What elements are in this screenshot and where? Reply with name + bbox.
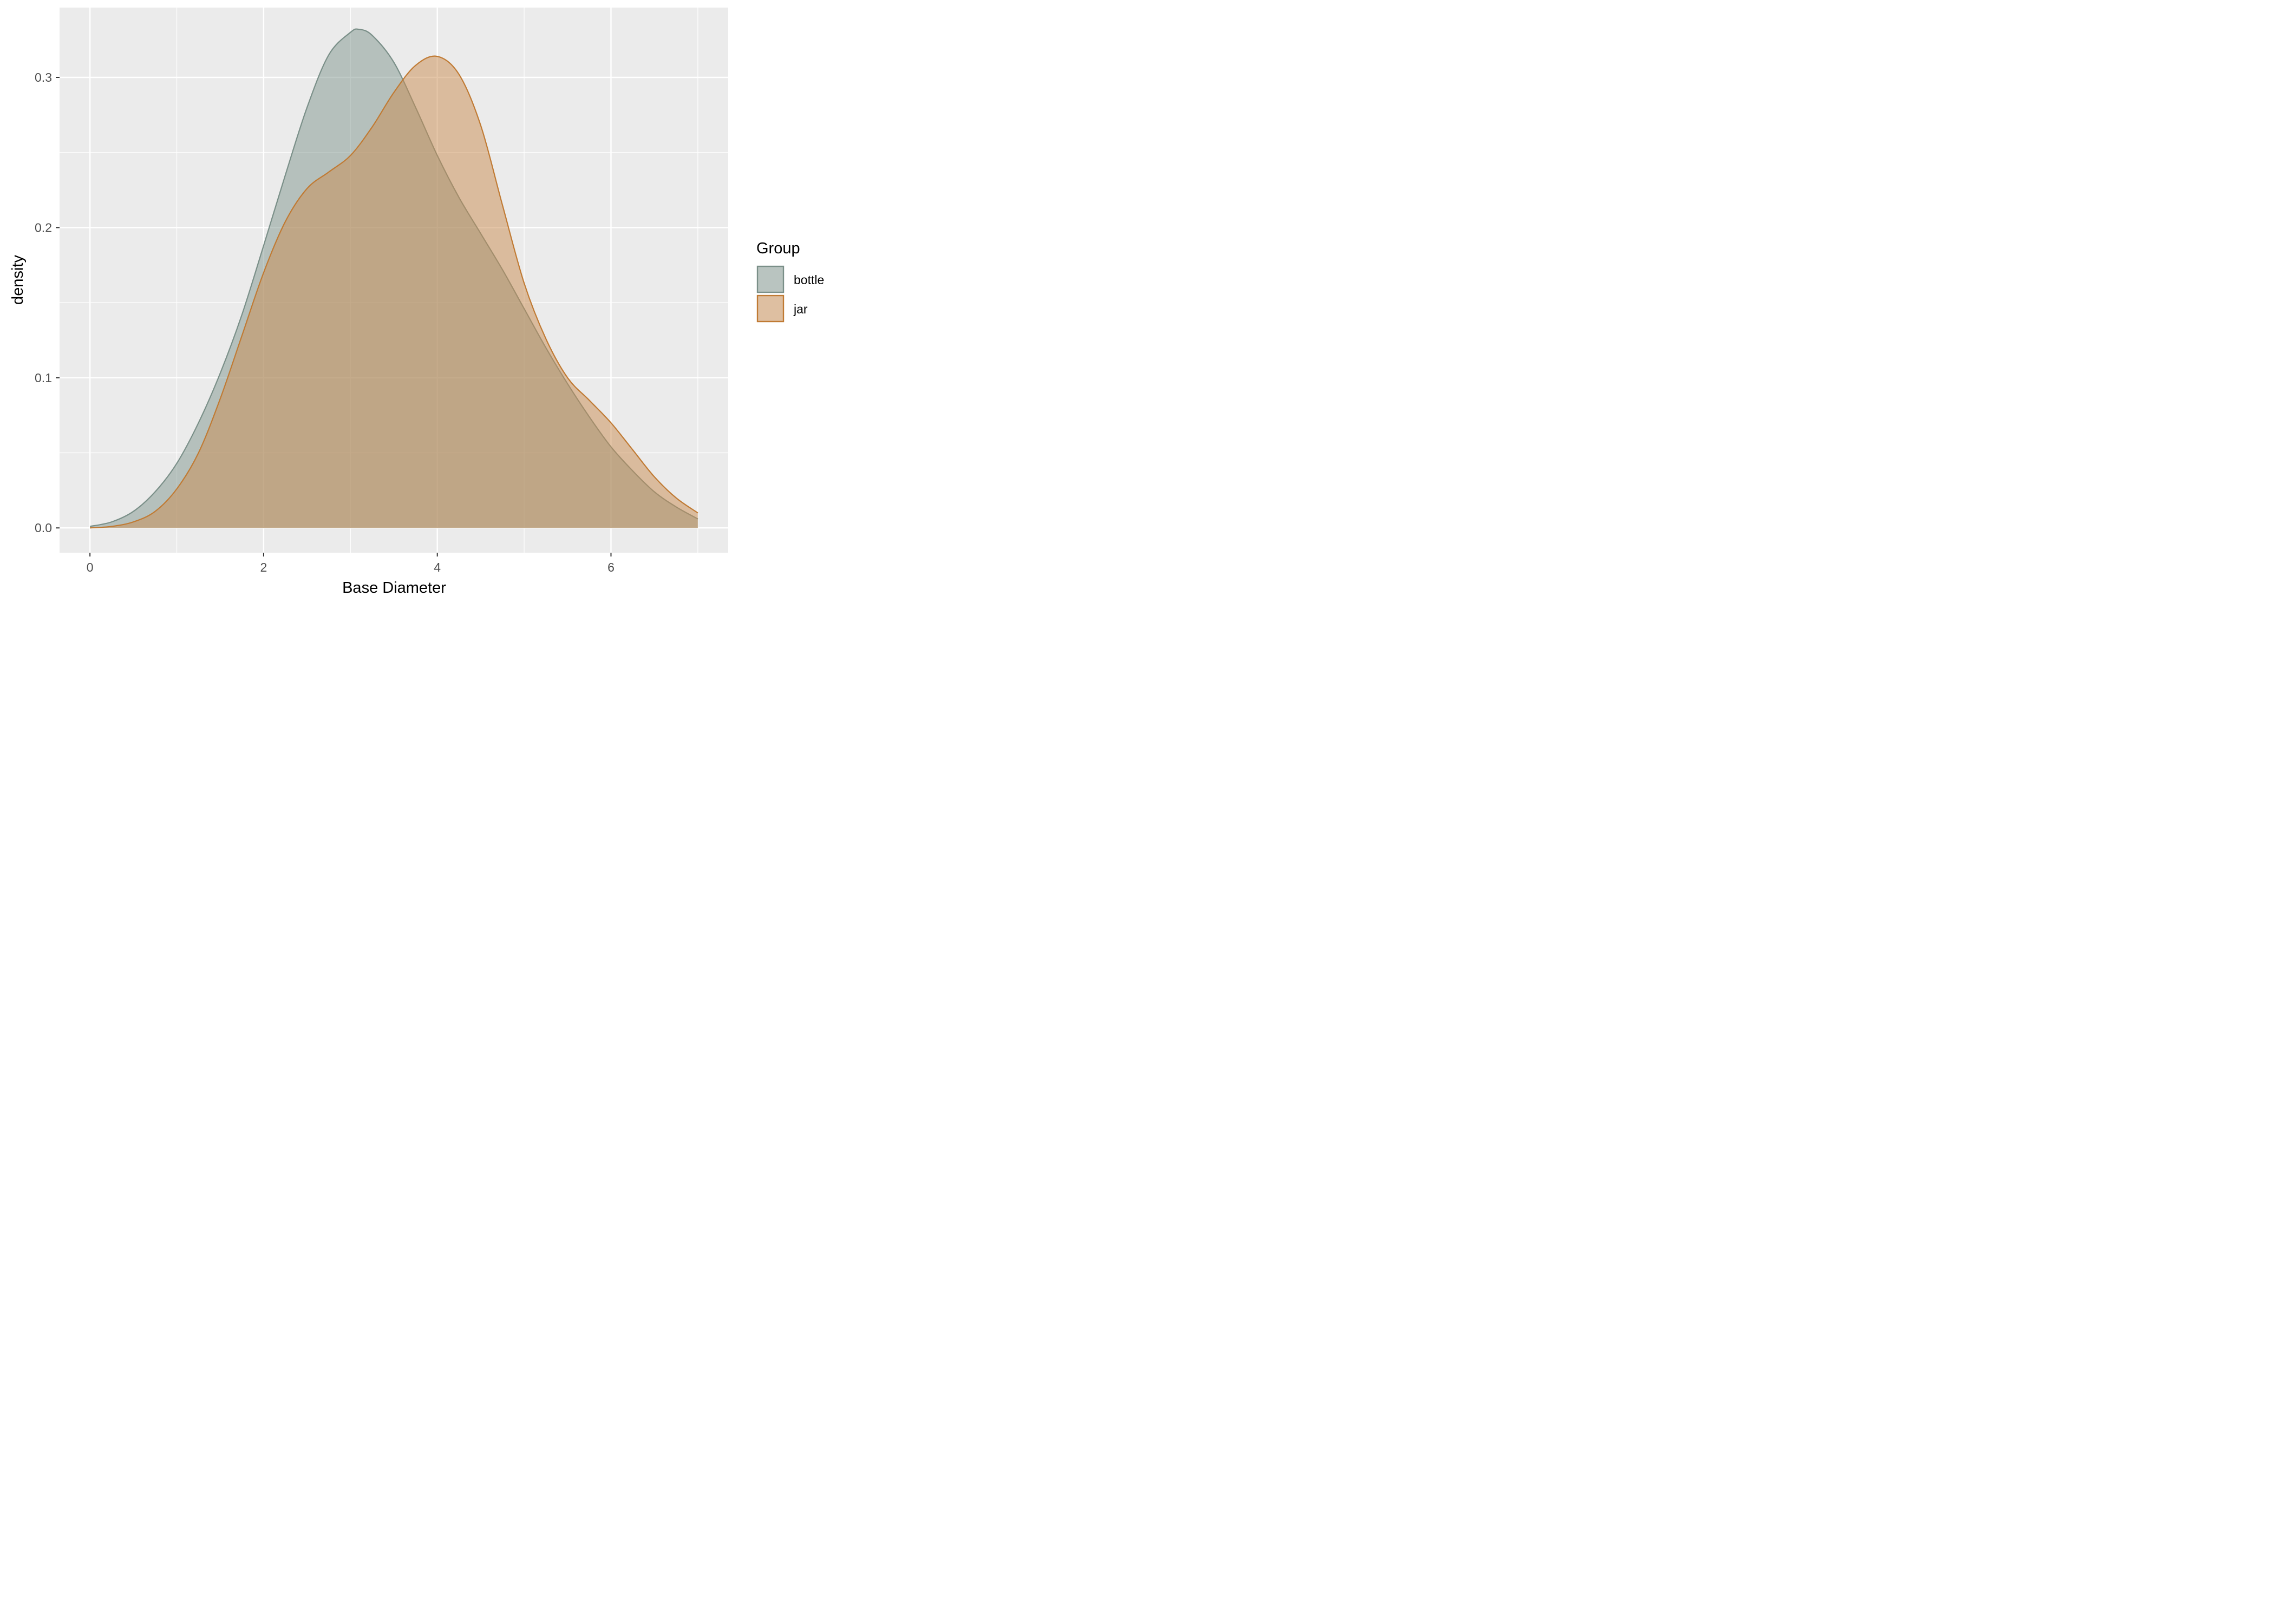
y-axis-title: density xyxy=(9,255,27,305)
legend-key-jar xyxy=(756,294,785,323)
x-axis: 0 2 4 6 xyxy=(87,553,615,574)
y-tick-label-2: 0.2 xyxy=(35,220,52,234)
x-tick-label-2: 4 xyxy=(434,560,441,574)
x-tick-label-3: 6 xyxy=(607,560,615,574)
legend: Group bottle jar xyxy=(756,240,824,323)
legend-key-bottle xyxy=(756,265,785,293)
y-tick-label-0: 0.0 xyxy=(35,521,52,535)
y-tick-label-1: 0.1 xyxy=(35,371,52,385)
legend-label-jar: jar xyxy=(793,302,808,316)
legend-title: Group xyxy=(756,240,800,257)
series-area-jar xyxy=(90,56,698,528)
series-line-jar xyxy=(90,55,698,529)
legend-label-bottle: bottle xyxy=(794,273,824,287)
x-tick-label-1: 2 xyxy=(260,560,267,574)
y-axis: 0.0 0.1 0.2 0.3 xyxy=(35,70,60,535)
x-tick-label-0: 0 xyxy=(87,560,94,574)
density-areas xyxy=(89,28,698,529)
y-tick-label-3: 0.3 xyxy=(35,70,52,84)
x-axis-title: Base Diameter xyxy=(342,579,446,597)
